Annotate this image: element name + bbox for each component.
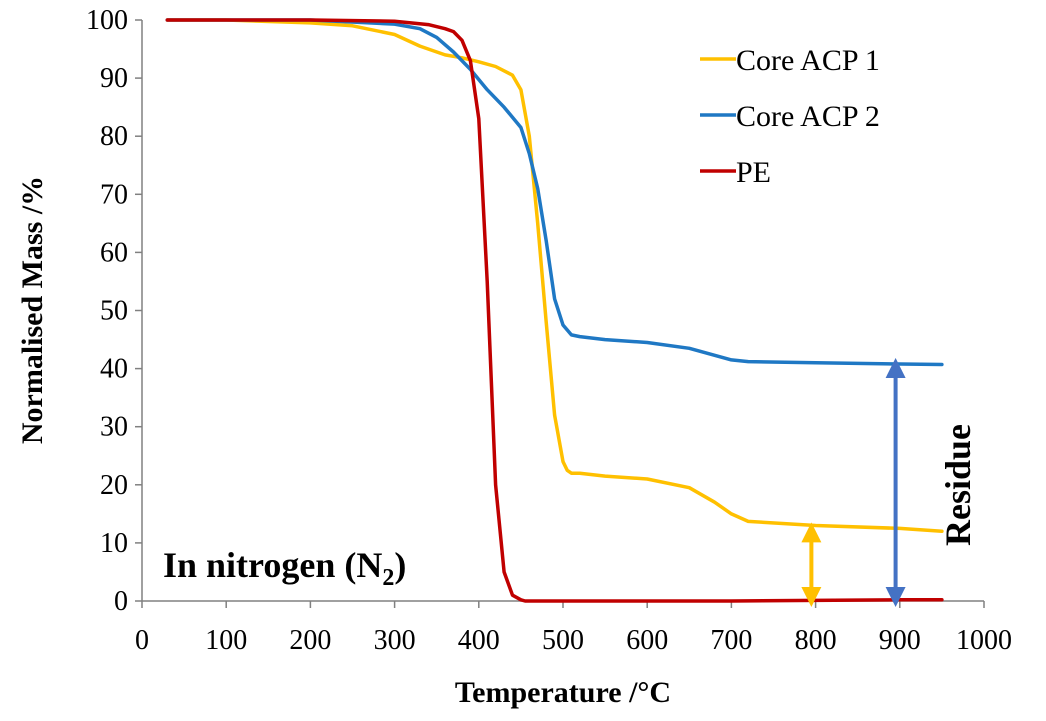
series-line-core-acp-1 bbox=[165, 18, 944, 534]
y-tick-label: 90 bbox=[100, 63, 128, 94]
residue-label: Residue bbox=[938, 424, 978, 546]
legend-label-core-acp-2: Core ACP 2 bbox=[736, 100, 880, 133]
y-axis-title: Normalised Mass /% bbox=[16, 176, 49, 444]
y-tick-label: 60 bbox=[100, 237, 128, 268]
x-tick-label: 200 bbox=[289, 625, 331, 656]
x-axis-title: Temperature /°C bbox=[455, 676, 671, 709]
x-tick-label: 900 bbox=[879, 625, 921, 656]
residue-arrows bbox=[801, 357, 906, 607]
y-tick-label: 80 bbox=[100, 121, 128, 152]
condition-label: In nitrogen (N2) bbox=[163, 545, 406, 591]
y-tick-label: 10 bbox=[100, 528, 128, 559]
x-tick-label: 800 bbox=[795, 625, 837, 656]
y-tick-label: 70 bbox=[100, 179, 128, 210]
x-tick-label: 0 bbox=[135, 625, 149, 656]
axes: 0 100 200 300 400 500 600 700 800 900 1000 0 10 20 30 4… bbox=[86, 5, 1012, 656]
x-tick-label: 600 bbox=[626, 625, 668, 656]
x-tick-label: 100 bbox=[205, 625, 247, 656]
series-line-core-acp-2 bbox=[165, 18, 944, 367]
x-tick-label: 700 bbox=[710, 625, 752, 656]
legend-label-pe: PE bbox=[736, 156, 771, 189]
x-tick-label: 300 bbox=[374, 625, 416, 656]
y-tick-label: 40 bbox=[100, 354, 128, 385]
series-layer bbox=[165, 18, 944, 603]
y-tick-label: 0 bbox=[114, 586, 128, 617]
y-tick-label: 50 bbox=[100, 296, 128, 327]
legend-label-core-acp-1: Core ACP 1 bbox=[736, 44, 880, 77]
x-tick-label: 1000 bbox=[956, 625, 1012, 656]
x-tick-label: 500 bbox=[542, 625, 584, 656]
series-line-pe bbox=[165, 18, 944, 603]
y-tick-label: 100 bbox=[86, 5, 128, 36]
y-tick-label: 20 bbox=[100, 470, 128, 501]
legend: Core ACP 1 Core ACP 2 PE bbox=[700, 44, 880, 189]
x-tick-label: 400 bbox=[458, 625, 500, 656]
y-tick-label: 30 bbox=[100, 412, 128, 443]
